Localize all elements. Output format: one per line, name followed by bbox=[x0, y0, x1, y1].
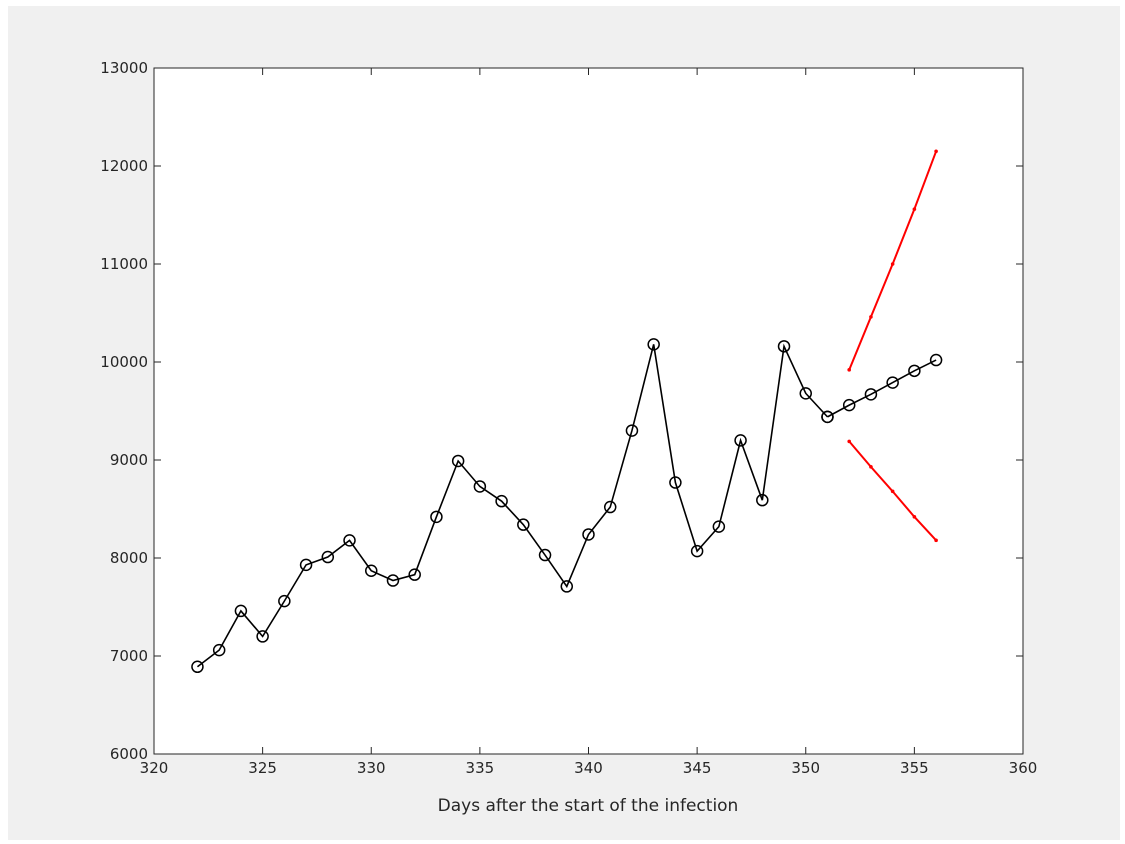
data-point bbox=[408, 568, 421, 581]
data-point bbox=[934, 538, 938, 543]
data-point bbox=[343, 534, 356, 547]
data-point bbox=[929, 353, 943, 367]
series-markers bbox=[191, 149, 943, 674]
data-point bbox=[365, 564, 378, 577]
x-axis-ticks: 320 325 330 335 340 345 350 355 360 bbox=[140, 68, 1038, 777]
data-point bbox=[321, 550, 335, 564]
y-tick-label: 11000 bbox=[100, 255, 148, 273]
data-point bbox=[777, 340, 791, 353]
data-point bbox=[712, 520, 726, 533]
x-tick-label: 345 bbox=[683, 759, 712, 777]
data-point bbox=[538, 548, 552, 562]
data-point bbox=[212, 643, 226, 657]
data-point bbox=[299, 558, 313, 572]
plot-area bbox=[154, 68, 1023, 754]
x-tick-label: 320 bbox=[140, 759, 169, 777]
series-1-line bbox=[827, 359, 937, 418]
data-point bbox=[582, 528, 595, 541]
data-point bbox=[890, 262, 895, 266]
y-tick-label: 6000 bbox=[110, 745, 148, 763]
y-tick-label: 13000 bbox=[100, 59, 148, 77]
data-point bbox=[799, 387, 812, 400]
data-point bbox=[864, 388, 878, 401]
data-point bbox=[890, 489, 895, 494]
data-point bbox=[625, 424, 639, 437]
data-point bbox=[495, 494, 508, 508]
data-point bbox=[847, 439, 851, 444]
x-tick-label: 355 bbox=[900, 759, 929, 777]
y-tick-label: 9000 bbox=[110, 451, 148, 469]
x-axis-label: Days after the start of the infection bbox=[438, 796, 739, 816]
data-point bbox=[821, 410, 834, 424]
x-tick-label: 340 bbox=[574, 759, 603, 777]
x-tick-label: 330 bbox=[357, 759, 386, 777]
y-tick-label: 10000 bbox=[100, 353, 148, 371]
data-point bbox=[912, 515, 917, 519]
data-point bbox=[603, 500, 617, 514]
x-tick-label: 325 bbox=[248, 759, 277, 777]
data-point bbox=[734, 434, 747, 447]
data-point bbox=[451, 454, 465, 468]
data-point bbox=[473, 480, 487, 493]
y-tick-label: 8000 bbox=[110, 549, 148, 567]
data-point bbox=[756, 493, 769, 507]
data-point bbox=[869, 465, 873, 469]
y-tick-label: 12000 bbox=[100, 157, 148, 175]
data-point bbox=[278, 594, 291, 608]
figure-background: 320 325 330 335 340 345 350 355 360 6000 7000 8000… bbox=[8, 6, 1120, 840]
x-tick-label: 335 bbox=[466, 759, 495, 777]
data-point bbox=[690, 544, 704, 558]
data-point bbox=[934, 149, 938, 154]
y-tick-label: 7000 bbox=[110, 647, 148, 665]
data-point bbox=[234, 604, 248, 618]
x-tick-label: 350 bbox=[791, 759, 820, 777]
line-chart: 320 325 330 335 340 345 350 355 360 6000 7000 8000… bbox=[100, 59, 1038, 816]
data-point bbox=[842, 398, 856, 412]
series-0-line bbox=[196, 343, 829, 668]
data-point bbox=[386, 574, 400, 587]
data-point bbox=[886, 376, 899, 389]
data-point bbox=[191, 660, 204, 674]
data-point bbox=[847, 368, 851, 372]
data-point bbox=[560, 580, 574, 593]
x-tick-label: 360 bbox=[1009, 759, 1038, 777]
data-point bbox=[517, 518, 530, 531]
data-point bbox=[647, 338, 660, 351]
data-point bbox=[669, 476, 682, 489]
data-point bbox=[256, 630, 269, 643]
data-point bbox=[430, 510, 443, 524]
y-axis-ticks: 6000 7000 8000 9000 10000 11000 12000 13000 bbox=[100, 59, 1023, 763]
plot-frame bbox=[153, 67, 1024, 755]
data-point bbox=[908, 364, 921, 378]
data-point bbox=[912, 207, 917, 211]
data-point bbox=[869, 315, 873, 319]
